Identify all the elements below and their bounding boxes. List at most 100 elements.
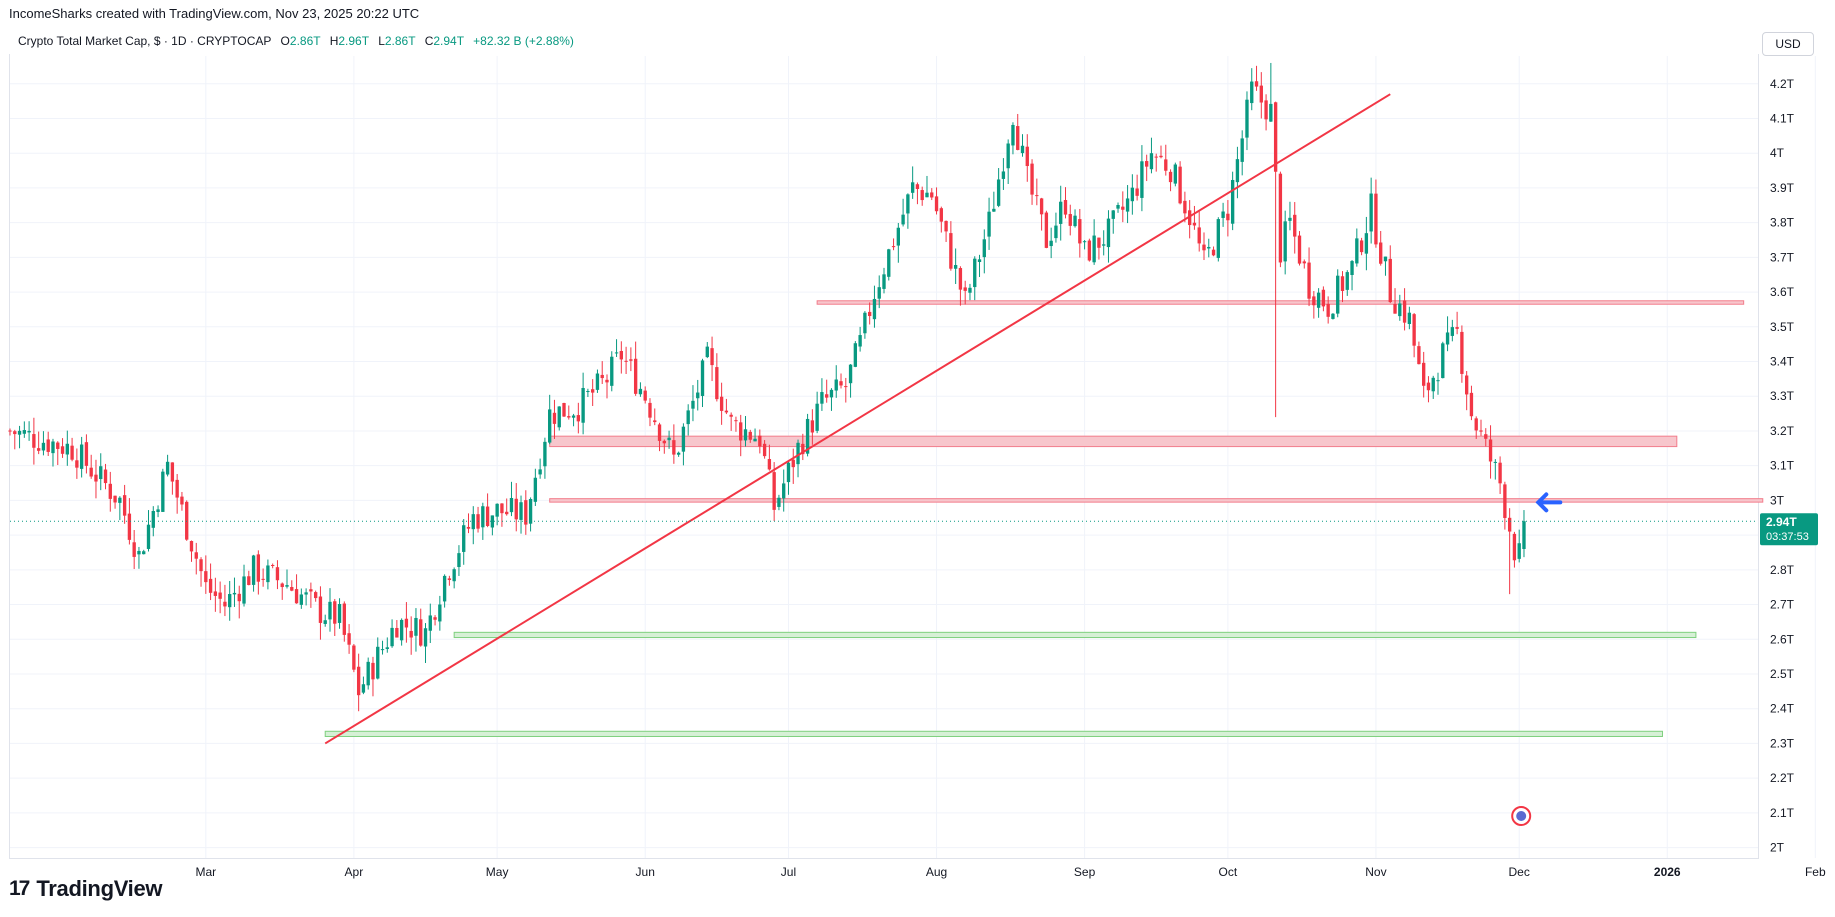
y-tick-label: 3.1T [1770, 459, 1795, 473]
candle-body [1269, 103, 1273, 122]
x-tick-label: Jun [636, 865, 655, 879]
resistance-zone [816, 300, 1745, 305]
candle-body [1460, 331, 1464, 374]
candle-body [32, 434, 36, 448]
candle-body [590, 389, 595, 393]
candle-body [1393, 303, 1397, 314]
candle-body [810, 420, 815, 433]
candle-body [1097, 237, 1101, 248]
candle-body [1106, 218, 1111, 248]
plot-frame [9, 54, 1759, 859]
high-value: 2.96T [338, 34, 369, 48]
candle-body [648, 402, 652, 418]
candle-body [199, 559, 203, 572]
candle-body [352, 645, 356, 670]
candle-body [1054, 225, 1058, 239]
candle-body [1159, 155, 1163, 158]
candle-body [36, 448, 41, 451]
candle-body [619, 350, 623, 360]
candle-body [992, 208, 996, 212]
candle-body [1102, 244, 1106, 246]
candle-body [567, 416, 571, 418]
candle-body [127, 513, 132, 540]
y-tick-label: 3.3T [1770, 389, 1795, 403]
candle-body [1259, 85, 1263, 103]
symbol-title[interactable]: Crypto Total Market Cap, $ · 1D · CRYPTO… [18, 34, 272, 48]
candle-body [1111, 210, 1115, 219]
support-zone [324, 730, 1663, 737]
candle-body [729, 414, 733, 417]
candle-body [915, 184, 920, 189]
candle-body [1211, 249, 1216, 256]
candle-body [1035, 195, 1039, 197]
candle-body [624, 360, 628, 362]
candle-body [280, 583, 284, 588]
candle-body [247, 576, 251, 585]
candle-body [548, 409, 552, 443]
candle-body [1350, 261, 1354, 275]
candle-body [442, 575, 447, 602]
candle-body [676, 452, 681, 455]
candle-body [1250, 81, 1254, 104]
candle-body [1278, 173, 1283, 263]
candle-body [318, 596, 323, 623]
currency-selector[interactable]: USD [1762, 32, 1814, 56]
candle-body [466, 526, 471, 529]
candle-body [218, 592, 222, 599]
y-tick-label: 2.2T [1770, 771, 1795, 785]
candle-body [953, 265, 958, 269]
candle-body [739, 422, 743, 441]
candle-body [385, 647, 389, 649]
candle-body [299, 594, 304, 605]
candle-body [1030, 163, 1034, 195]
candle-body [657, 424, 662, 441]
x-tick-label: May [486, 865, 509, 879]
candle-body [1039, 198, 1044, 215]
candle-body [376, 646, 380, 679]
candle-body [380, 649, 385, 651]
candle-body [844, 386, 848, 388]
candle-body [452, 569, 456, 582]
candle-body [356, 666, 361, 696]
candle-body [156, 509, 160, 513]
candle-body [1488, 439, 1493, 462]
candle-body [8, 430, 12, 432]
candle-body [982, 239, 986, 258]
tradingview-logo-icon: 17 [9, 877, 30, 900]
candle-body [108, 483, 112, 499]
candle-body [366, 661, 370, 686]
candle-body [1044, 212, 1049, 248]
candle-body [719, 396, 724, 411]
candle-body [1388, 258, 1392, 303]
x-tick-label: Sep [1074, 865, 1096, 879]
candle-body [337, 604, 342, 623]
candle-body [901, 214, 905, 225]
candle-body [471, 514, 475, 530]
resistance-zone [549, 498, 1764, 503]
candle-body [404, 618, 409, 628]
candle-body [1450, 327, 1455, 336]
candle-body [963, 287, 967, 291]
candle-body [667, 437, 671, 441]
candle-body [882, 274, 886, 289]
candle-body [1417, 346, 1421, 365]
candle-body [777, 497, 781, 507]
candle-body [906, 194, 910, 214]
candle-body [700, 360, 705, 396]
y-tick-label: 3.9T [1770, 181, 1795, 195]
candle-body [672, 440, 676, 455]
candle-body [1235, 159, 1240, 183]
candle-body [973, 258, 977, 288]
candle-body [629, 359, 633, 361]
candle-body [118, 497, 122, 503]
candle-body [180, 496, 184, 505]
candle-body [462, 525, 466, 552]
candle-body [213, 591, 218, 596]
candle-body [1479, 430, 1483, 432]
candle-body [1245, 99, 1249, 138]
brand-name: TradingView [36, 876, 163, 901]
candle-body [868, 311, 872, 317]
candle-body [1264, 100, 1268, 120]
candle-body [1426, 382, 1431, 391]
